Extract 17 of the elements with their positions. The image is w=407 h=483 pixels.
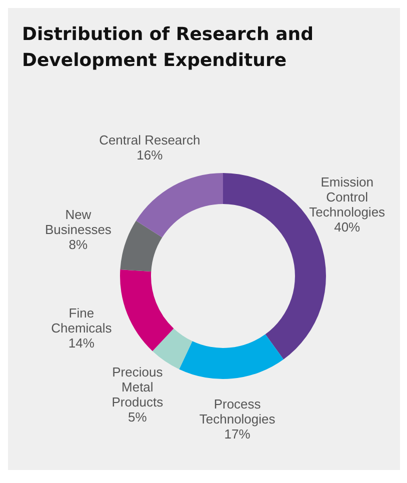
donut-slice [120,270,174,352]
slice-label: Emission Control Technologies [309,175,386,220]
data-label: 8% [68,238,88,253]
donut-slice [136,173,223,238]
donut-slice [179,334,284,379]
data-label: 17% [224,426,251,442]
data-label: 16% [136,148,164,163]
donut-slice [120,220,162,272]
slice-label: Central Research [99,132,200,148]
slice-label: Process Technologies [199,396,276,427]
slice-label: Precious Metal Products [112,364,164,410]
data-label: 40% [334,220,361,236]
slice-label: Fine Chemicals [51,306,112,336]
chart-title: Distribution of Research and Development Expenditure [22,23,314,73]
data-label: 14% [68,336,95,351]
data-label: 5% [128,410,148,425]
slice-label: New Businesses [44,208,112,238]
